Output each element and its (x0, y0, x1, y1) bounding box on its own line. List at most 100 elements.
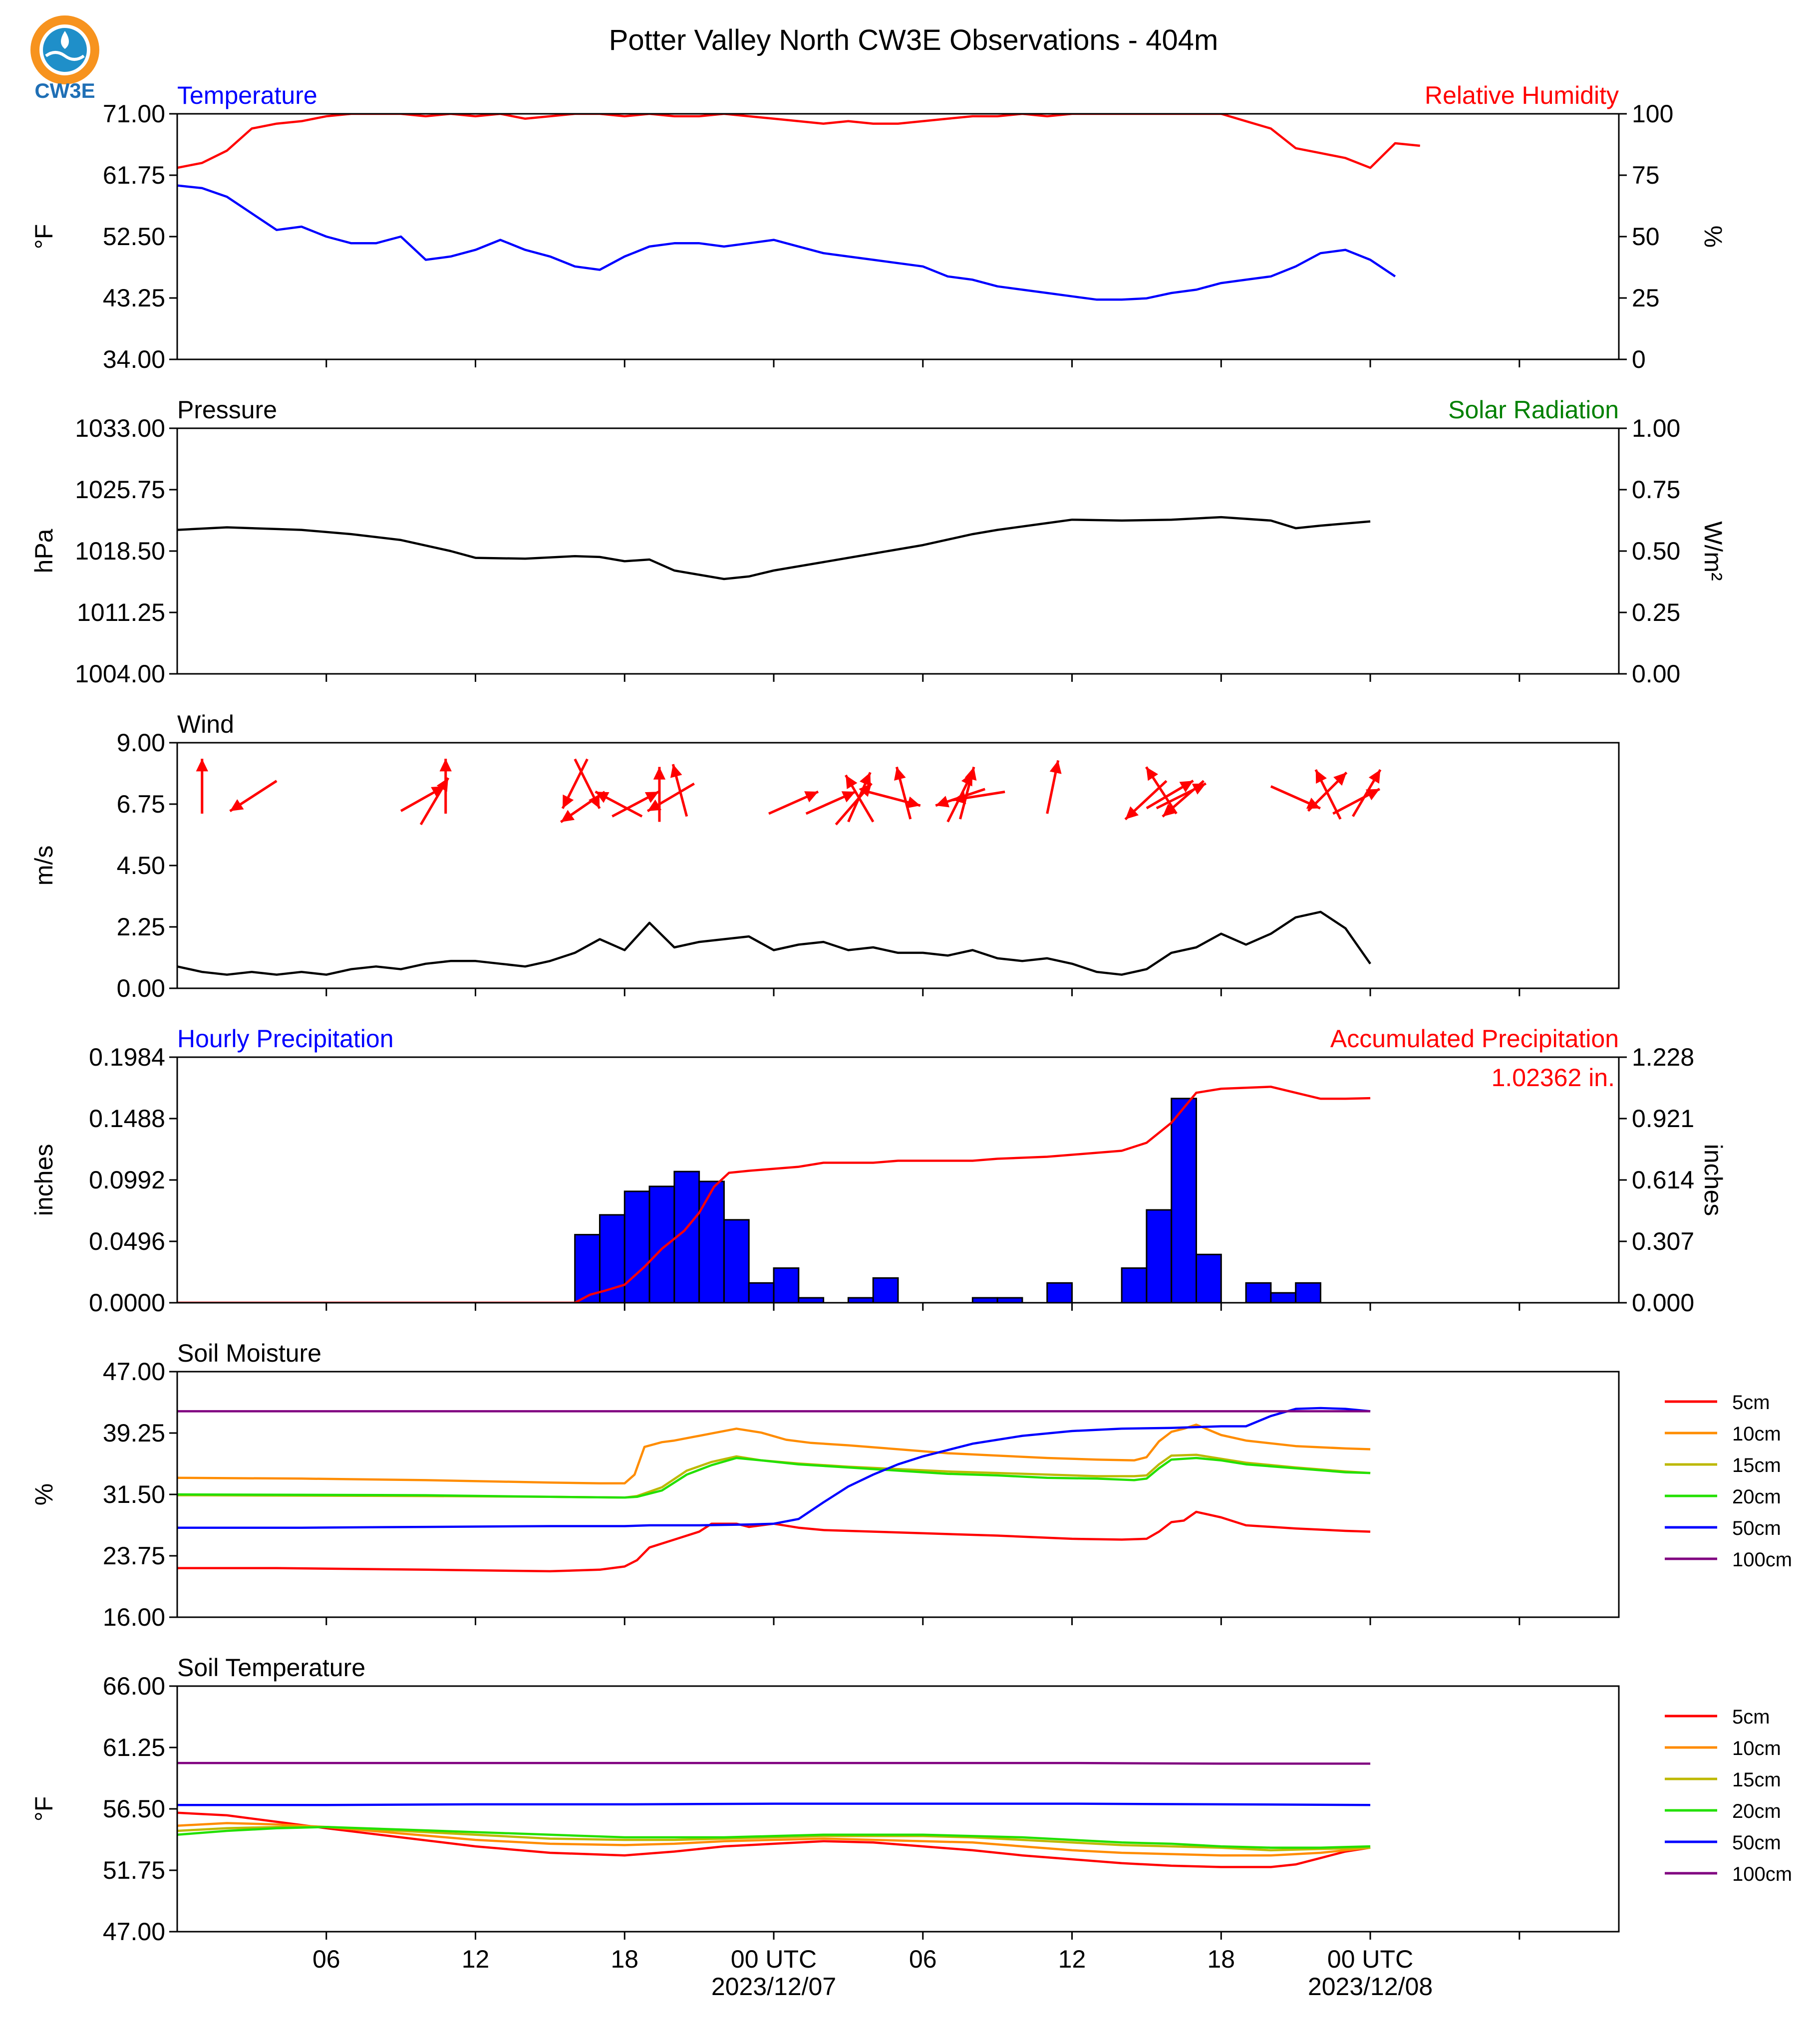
wind-arrow-head (563, 794, 574, 809)
y-tick-label: 43.25 (103, 284, 165, 312)
wind-arrow-head (846, 775, 858, 789)
wind-arrow-head (1306, 798, 1320, 809)
x-tick-label: 12 (462, 1945, 490, 1973)
panel-6: Soil Temperature 66.00 61.25 56.50 51.75 47.0… (30, 1654, 1792, 1946)
logo-wave-icon (45, 51, 85, 61)
precip-bar (1196, 1253, 1222, 1303)
y-tick-label-right: 0.25 (1632, 598, 1680, 626)
panel-2: Pressure Solar Radiation 1033.00 1025.75 101… (30, 396, 1727, 688)
y-axis-label: °F (30, 224, 58, 250)
logo-globe (43, 28, 87, 72)
legend-label: 10cm (1732, 1423, 1781, 1445)
series-line-50cm (177, 1802, 1371, 1806)
precip-bar (872, 1277, 899, 1303)
panel-frame (176, 742, 1620, 989)
wind-arrow (439, 759, 452, 814)
precip-bar (1295, 1282, 1321, 1303)
series-line-0 (177, 516, 1371, 580)
panel-frame (176, 1371, 1620, 1618)
y-axis-label-right: W/m² (1699, 521, 1727, 580)
legend-label: 10cm (1732, 1738, 1781, 1759)
panel-frame (176, 427, 1620, 675)
y-tick-label-right: 0.75 (1632, 476, 1680, 504)
y-tick-label: 16.00 (103, 1603, 165, 1631)
precip-bar (773, 1267, 800, 1303)
y-axis-label: % (30, 1483, 58, 1505)
wind-arrow-head (859, 783, 872, 797)
y-axis-label: °F (30, 1796, 58, 1822)
x-tick-label: 12 (1058, 1945, 1086, 1973)
y-tick-label: 6.75 (117, 790, 165, 818)
wind-arrow-head (935, 796, 950, 808)
y-tick-label: 9.00 (117, 729, 165, 757)
legend-label: 5cm (1732, 1392, 1770, 1414)
panel-right-title: Solar Radiation (1448, 396, 1619, 424)
x-tick-label: 18 (1207, 1945, 1235, 1973)
precip-bar (673, 1170, 700, 1303)
precip-bar (1146, 1209, 1173, 1303)
panel-right-title: Accumulated Precipitation (1330, 1025, 1619, 1053)
legend-label: 50cm (1732, 1832, 1781, 1854)
wind-arrow (959, 766, 977, 820)
wind-arrow-head (653, 767, 666, 780)
legend-label: 20cm (1732, 1486, 1781, 1508)
panel-title: Hourly Precipitation (177, 1025, 394, 1053)
x-date-label: 2023/12/07 (711, 1973, 836, 2001)
y-tick-label: 0.00 (117, 974, 165, 1002)
wind-arrow-head (1125, 806, 1139, 820)
accum-precip-line (177, 1086, 1371, 1303)
wind-arrow (196, 759, 208, 814)
series-line-0 (177, 910, 1371, 976)
precip-bar (623, 1190, 650, 1303)
y-tick-label-right: 0.00 (1632, 660, 1680, 688)
series-line-1 (177, 114, 1420, 169)
precip-bar (1121, 1267, 1148, 1303)
panel-frame (176, 1685, 1620, 1933)
panel-1: Temperature Relative Humidity 71.00 61.75 52… (30, 81, 1727, 373)
wind-arrow-head (561, 810, 575, 822)
wind-arrow (845, 774, 875, 823)
wind-arrow (1146, 780, 1194, 810)
wind-arrow (1352, 769, 1382, 817)
x-tick-label: 06 (312, 1945, 340, 1973)
wind-arrow-head (804, 791, 819, 803)
precip-bar (1245, 1282, 1272, 1303)
wind-arrow-head (1179, 781, 1194, 793)
y-tick-label: 1025.75 (75, 476, 165, 504)
accum-precip-label: 1.02362 in. (1492, 1064, 1615, 1092)
wind-arrow-head (1146, 767, 1159, 781)
y-tick-label: 61.75 (103, 161, 165, 189)
y-tick-label: 61.25 (103, 1734, 165, 1761)
x-tick-label: 00 UTC (731, 1945, 817, 1973)
y-tick-label: 4.50 (117, 852, 165, 879)
y-tick-label-right: 75 (1632, 161, 1660, 189)
legend: 5cm 10cm 15cm 20cm 50cm 100cm (1665, 1392, 1792, 1571)
legend-label: 15cm (1732, 1769, 1781, 1791)
y-tick-label: 34.00 (103, 345, 165, 373)
wind-arrow (646, 782, 695, 813)
wind-arrow (1145, 766, 1178, 815)
wind-arrow (574, 758, 601, 809)
wind-arrow (595, 790, 643, 818)
y-tick-label-right: 0.307 (1632, 1227, 1694, 1255)
y-tick-label: 71.00 (103, 100, 165, 128)
wind-arrow (229, 780, 278, 813)
legend-label: 15cm (1732, 1454, 1781, 1476)
legend-label: 100cm (1732, 1863, 1792, 1885)
panel-title: Soil Temperature (177, 1654, 365, 1682)
wind-arrow (419, 777, 450, 826)
panel-5: Soil Moisture 47.00 39.25 31.50 23.75 16.00% 5… (30, 1339, 1792, 1631)
wind-arrow-head (1315, 770, 1327, 784)
wind-arrow-head (1365, 789, 1380, 801)
wind-arrow (835, 782, 873, 826)
figure-title: Potter Valley North CW3E Observations - … (609, 24, 1218, 56)
panel-title: Temperature (177, 81, 317, 109)
x-tick-label: 06 (909, 1945, 937, 1973)
wind-arrow-head (1049, 760, 1062, 774)
y-tick-label-right: 50 (1632, 223, 1660, 251)
panels: Temperature Relative Humidity 71.00 61.75 52… (30, 81, 1792, 2001)
precip-bar (648, 1185, 675, 1303)
series-line-5cm (177, 1811, 1371, 1868)
plot-area (177, 1407, 1371, 1573)
